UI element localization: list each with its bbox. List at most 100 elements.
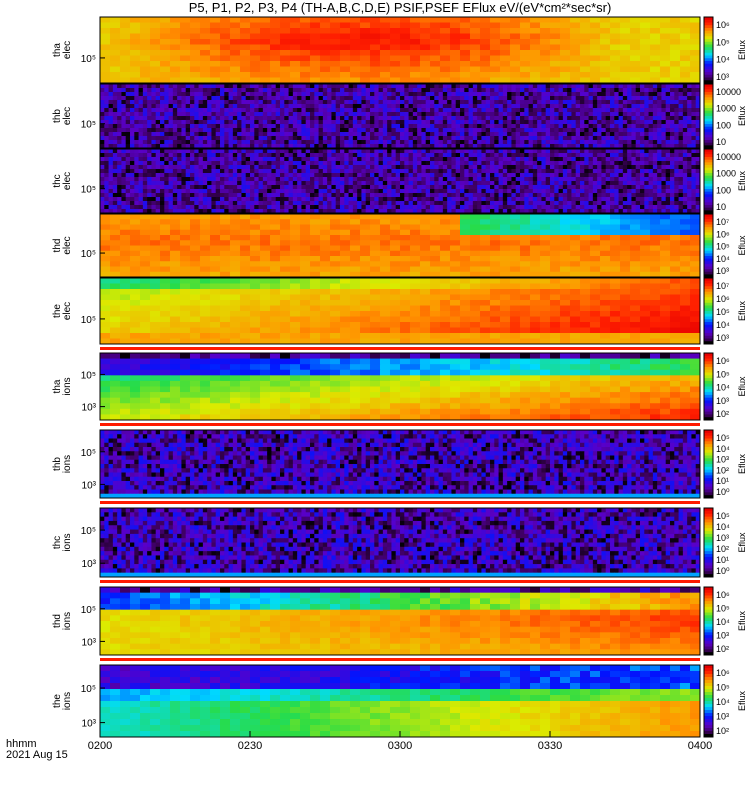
heatmap-cell xyxy=(112,136,118,141)
heatmap-cell xyxy=(485,173,491,178)
heatmap-cell xyxy=(254,161,259,166)
heatmap-cell xyxy=(627,201,632,206)
heatmap-cell xyxy=(168,92,174,97)
heatmap-cell xyxy=(515,189,521,194)
heatmap-cell xyxy=(155,88,161,93)
heatmap-cell xyxy=(344,185,349,190)
heatmap-cell xyxy=(327,108,332,113)
heatmap-cell xyxy=(682,157,688,162)
heatmap-cell xyxy=(674,124,679,129)
heatmap-cell xyxy=(245,181,251,186)
heatmap-cell xyxy=(395,189,401,194)
heatmap-cell xyxy=(237,165,242,170)
heatmap-cell xyxy=(601,144,607,149)
heatmap-cell xyxy=(410,17,421,23)
heatmap-cell xyxy=(691,100,697,105)
heatmap-cell xyxy=(190,140,195,145)
heatmap-cell xyxy=(387,153,392,158)
heatmap-cell xyxy=(588,100,594,105)
heatmap-cell xyxy=(404,108,409,113)
heatmap-cell xyxy=(155,116,161,121)
heatmap-cell xyxy=(138,173,144,178)
heatmap-cell xyxy=(412,177,418,182)
heatmap-cell xyxy=(580,17,591,23)
heatmap-cell xyxy=(618,100,624,105)
heatmap-cell xyxy=(318,128,324,133)
heatmap-cell xyxy=(360,61,371,67)
heatmap-cell xyxy=(117,136,122,141)
heatmap-cell xyxy=(297,112,302,117)
heatmap-cell xyxy=(150,17,161,23)
heatmap-cell xyxy=(232,100,238,105)
heatmap-cell xyxy=(545,161,551,166)
heatmap-cell xyxy=(331,116,337,121)
heatmap-cell xyxy=(290,44,301,51)
heatmap-cell xyxy=(674,128,679,133)
heatmap-cell xyxy=(151,84,157,89)
heatmap-cell xyxy=(541,181,547,186)
heatmap-cell xyxy=(378,165,384,170)
heatmap-cell xyxy=(130,28,141,34)
heatmap-cell xyxy=(442,112,448,117)
heatmap-cell xyxy=(652,181,658,186)
heatmap-cell xyxy=(237,201,242,206)
heatmap-cell xyxy=(400,173,405,178)
heatmap-cell xyxy=(408,104,414,109)
heatmap-cell xyxy=(185,169,191,174)
heatmap-cell xyxy=(540,44,551,51)
heatmap-cell xyxy=(160,72,171,78)
heatmap-cell xyxy=(614,84,619,89)
heatmap-cell xyxy=(172,201,178,206)
heatmap-cell xyxy=(352,128,358,133)
heatmap-cell xyxy=(464,165,469,170)
heatmap-cell xyxy=(172,96,178,101)
heatmap-cell xyxy=(331,161,337,166)
heatmap-cell xyxy=(288,197,294,202)
heatmap-cell xyxy=(224,189,229,194)
heatmap-cell xyxy=(550,189,555,194)
heatmap-cell xyxy=(322,161,328,166)
heatmap-cell xyxy=(170,50,181,56)
heatmap-cell xyxy=(421,84,427,89)
heatmap-cell xyxy=(185,173,191,178)
heatmap-cell xyxy=(335,197,341,202)
heatmap-cell xyxy=(562,193,568,198)
heatmap-cell xyxy=(130,17,141,23)
heatmap-cell xyxy=(134,185,139,190)
heatmap-cell xyxy=(670,17,681,23)
heatmap-cell xyxy=(447,173,452,178)
heatmap-cell xyxy=(584,161,589,166)
heatmap-cell xyxy=(395,157,401,162)
heatmap-cell xyxy=(100,112,105,117)
heatmap-cell xyxy=(297,144,302,149)
heatmap-cell xyxy=(327,189,332,194)
heatmap-cell xyxy=(258,173,264,178)
heatmap-cell xyxy=(254,100,259,105)
heatmap-cell xyxy=(387,96,392,101)
heatmap-cell xyxy=(678,124,684,129)
heatmap-cell xyxy=(301,181,307,186)
heatmap-cell xyxy=(412,144,418,149)
heatmap-cell xyxy=(648,116,654,121)
heatmap-cell xyxy=(477,149,482,154)
heatmap-cell xyxy=(190,149,195,154)
heatmap-cell xyxy=(104,144,109,149)
heatmap-cell xyxy=(310,22,321,29)
heatmap-cell xyxy=(661,84,667,89)
heatmap-cell xyxy=(288,96,294,101)
heatmap-cell xyxy=(417,173,422,178)
heatmap-cell xyxy=(150,55,161,62)
heatmap-cell xyxy=(380,77,391,84)
heatmap-cell xyxy=(550,197,555,202)
heatmap-cell xyxy=(665,165,671,170)
heatmap-cell xyxy=(438,153,444,158)
heatmap-cell xyxy=(408,128,414,133)
heatmap-cell xyxy=(584,193,589,198)
heatmap-cell xyxy=(190,120,195,125)
heatmap-cell xyxy=(558,193,564,198)
heatmap-cell xyxy=(670,92,675,97)
heatmap-cell xyxy=(665,128,671,133)
heatmap-cell xyxy=(138,201,144,206)
heatmap-cell xyxy=(511,96,517,101)
heatmap-cell xyxy=(618,136,624,141)
